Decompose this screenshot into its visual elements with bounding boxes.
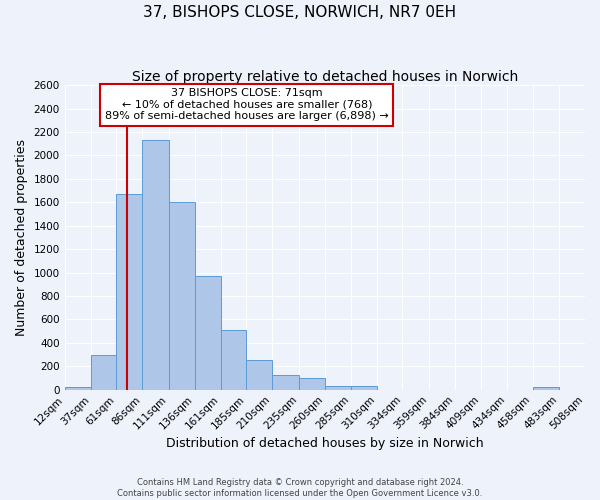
- Text: 37, BISHOPS CLOSE, NORWICH, NR7 0EH: 37, BISHOPS CLOSE, NORWICH, NR7 0EH: [143, 5, 457, 20]
- Text: Contains HM Land Registry data © Crown copyright and database right 2024.
Contai: Contains HM Land Registry data © Crown c…: [118, 478, 482, 498]
- Y-axis label: Number of detached properties: Number of detached properties: [15, 139, 28, 336]
- Text: 37 BISHOPS CLOSE: 71sqm
← 10% of detached houses are smaller (768)
89% of semi-d: 37 BISHOPS CLOSE: 71sqm ← 10% of detache…: [105, 88, 389, 122]
- Bar: [221, 330, 246, 390]
- Bar: [116, 194, 142, 390]
- Title: Size of property relative to detached houses in Norwich: Size of property relative to detached ho…: [132, 70, 518, 84]
- Bar: [351, 386, 377, 390]
- Bar: [195, 276, 221, 390]
- Bar: [533, 388, 559, 390]
- Bar: [325, 386, 351, 390]
- Bar: [142, 140, 169, 390]
- Bar: [246, 360, 272, 390]
- Bar: [65, 388, 91, 390]
- Bar: [169, 202, 195, 390]
- Bar: [299, 378, 325, 390]
- Bar: [91, 354, 116, 390]
- X-axis label: Distribution of detached houses by size in Norwich: Distribution of detached houses by size …: [166, 437, 484, 450]
- Bar: [272, 375, 299, 390]
